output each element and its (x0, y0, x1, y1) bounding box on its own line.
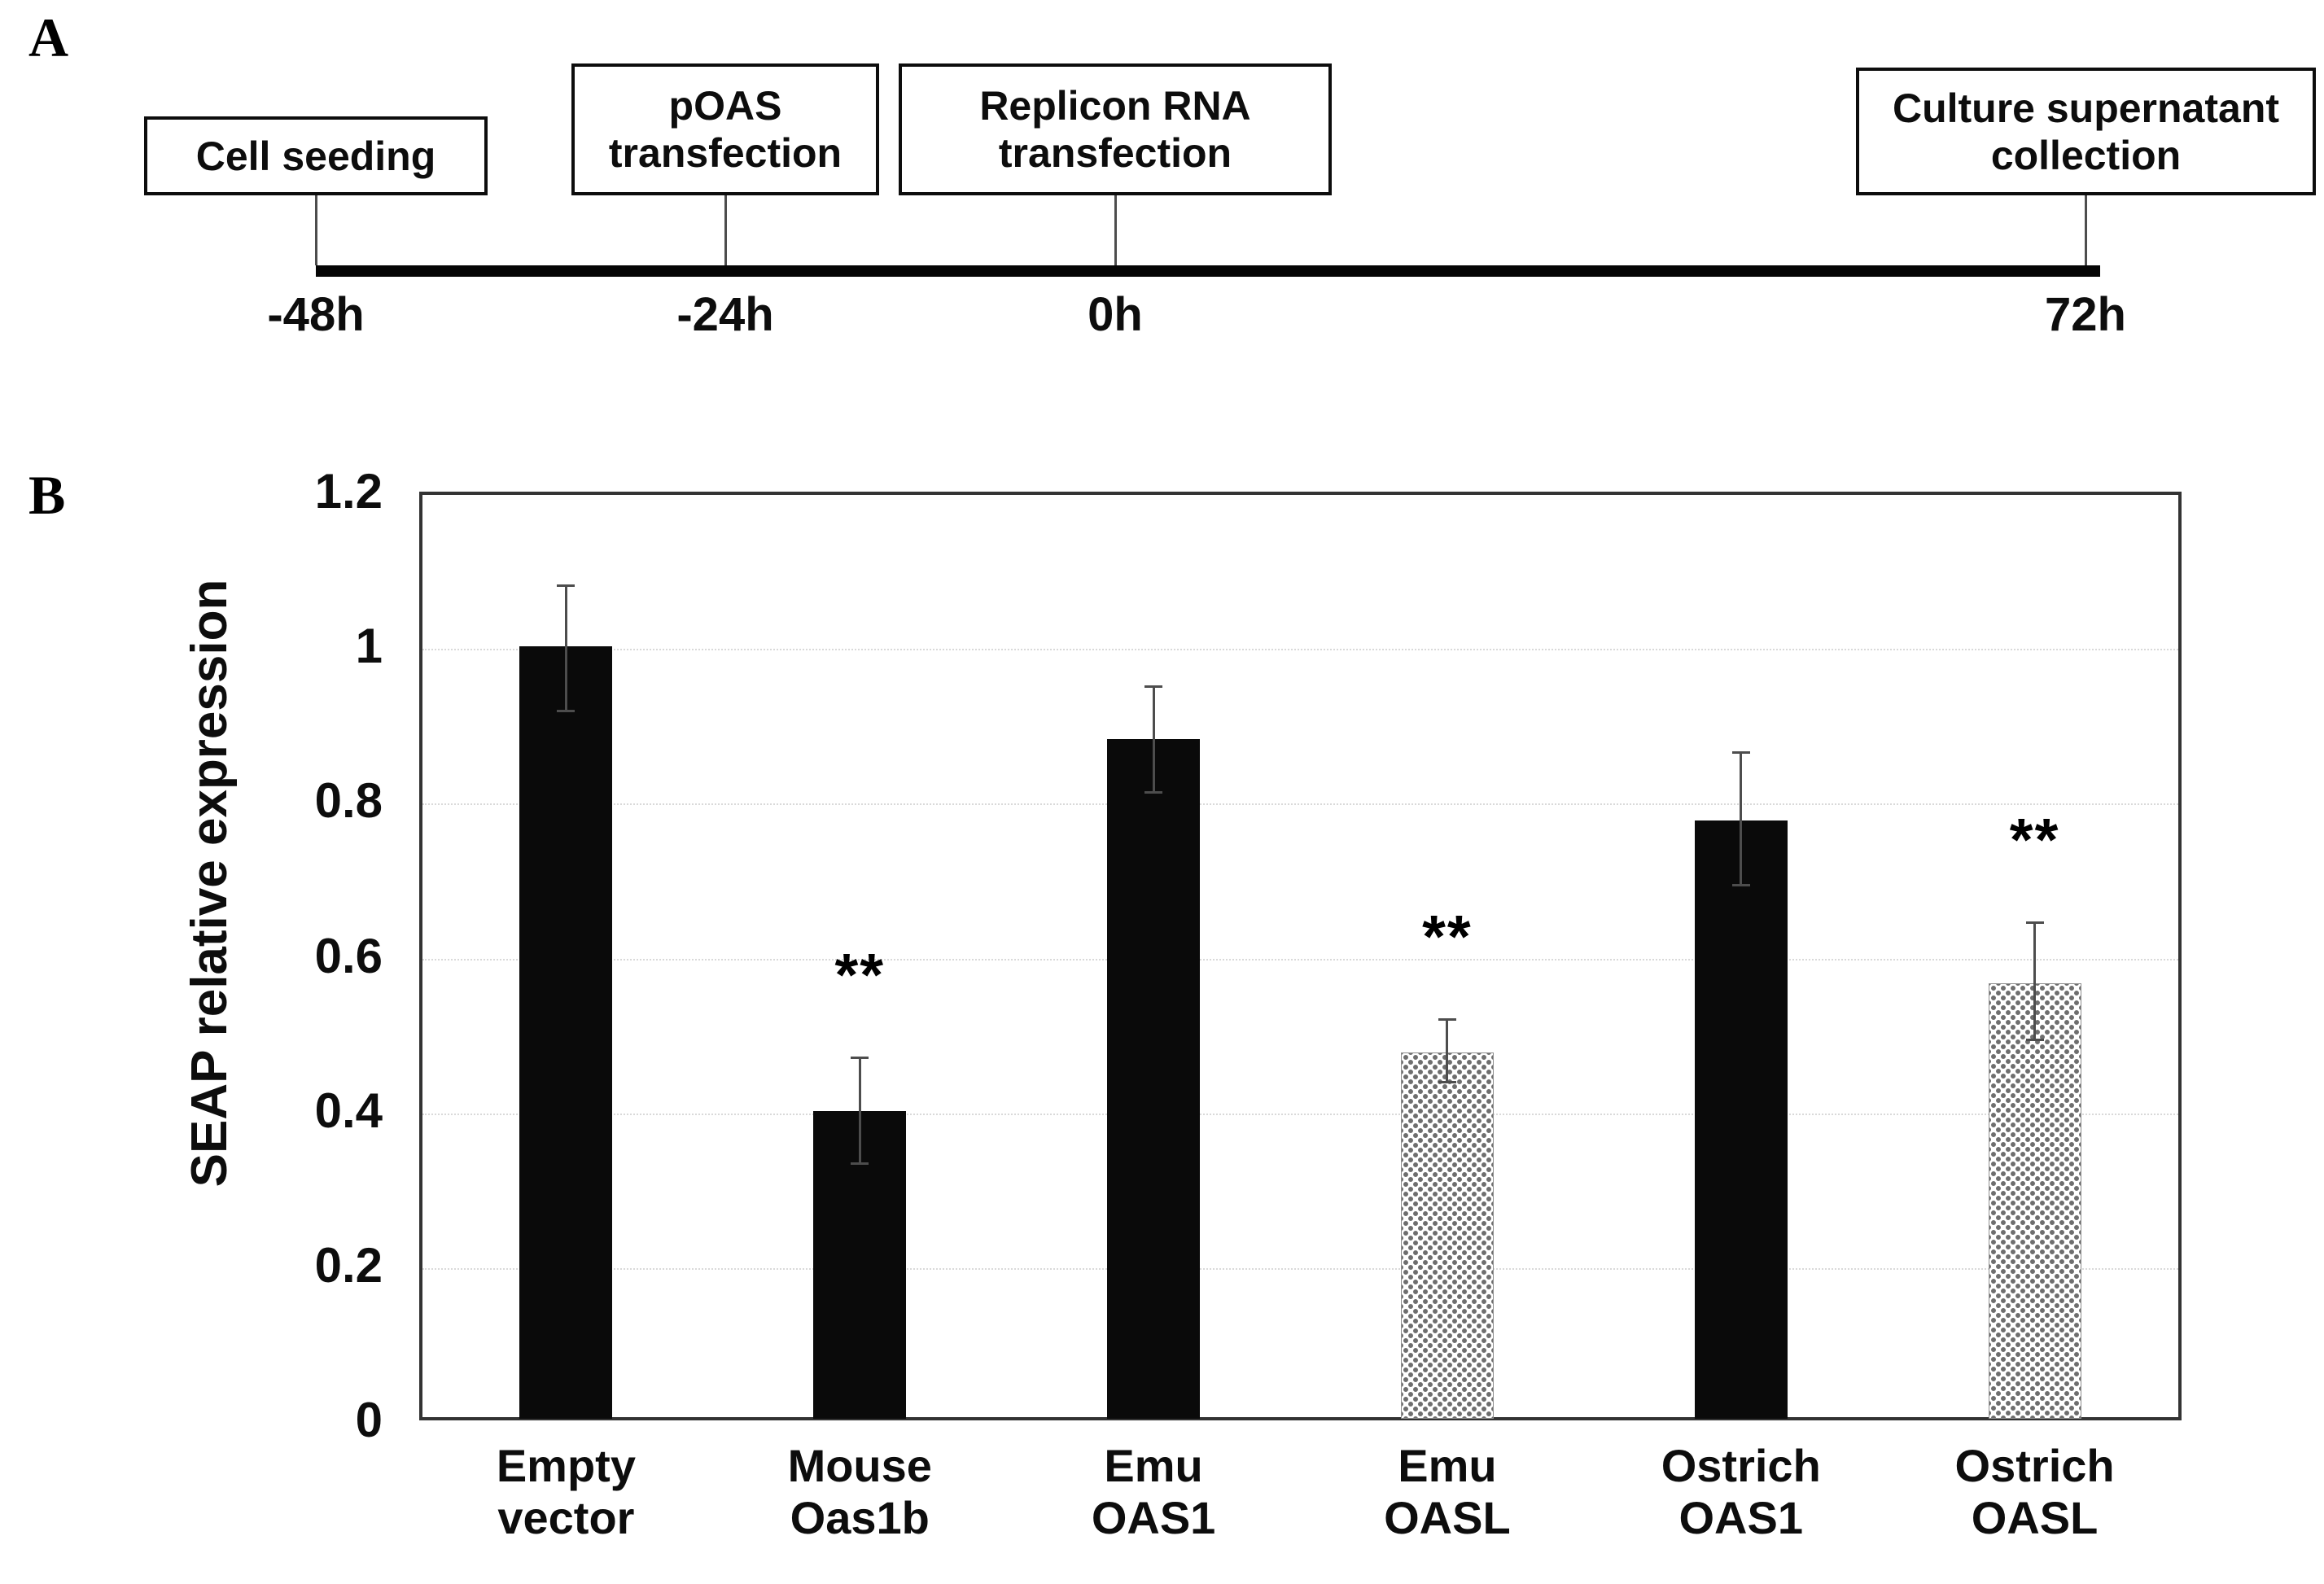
category-label-ostrich-oasl: Ostrich OASL (1954, 1440, 2115, 1543)
error-cap-bottom-ostrich-oasl (2025, 1039, 2044, 1042)
category-label-emu-oasl: Emu OASL (1384, 1440, 1511, 1543)
timeline-stem-cell-seeding (315, 195, 317, 265)
error-bar-mouse-oas1b (858, 1057, 861, 1166)
bar-ostrich-oas1 (1694, 820, 1788, 1419)
y-tick-label-3: 0.6 (314, 928, 383, 983)
bar-ostrich-oasl (1988, 982, 2081, 1419)
error-cap-top-emu-oas1 (1144, 685, 1163, 688)
panel-a-label: A (28, 7, 69, 68)
gridline-0.2 (422, 1267, 2178, 1270)
timeline-stem-replicon-rna-transfection (1114, 195, 1117, 265)
bar-emu-oas1 (1107, 739, 1201, 1419)
category-label-emu-oas1: Emu OAS1 (1091, 1440, 1216, 1543)
error-bar-emu-oas1 (1152, 685, 1155, 794)
error-bar-emu-oasl (1446, 1017, 1449, 1084)
time-label-2: 0h (1088, 288, 1143, 341)
bar-empty-vector (519, 646, 613, 1419)
y-tick-label-2: 0.4 (314, 1083, 383, 1138)
event-box-label: Cell seeding (195, 133, 436, 179)
significance-marker-ostrich-oasl: ** (2009, 805, 2060, 873)
error-cap-bottom-emu-oas1 (1144, 790, 1163, 794)
significance-marker-emu-oasl: ** (1422, 902, 1473, 970)
y-tick-label-1: 0.2 (314, 1237, 383, 1293)
timeline-stem-culture-supernatant-collection (2085, 195, 2087, 265)
event-box-culture-supernatant-collection: Culture supernatant collection (1856, 68, 2316, 195)
significance-marker-mouse-oas1b: ** (834, 941, 886, 1009)
category-label-ostrich-oas1: Ostrich OAS1 (1661, 1440, 1821, 1543)
error-bar-ostrich-oas1 (1740, 750, 1743, 886)
gridline-0.4 (422, 1113, 2178, 1115)
time-label-3: 72h (2045, 288, 2126, 341)
error-cap-top-empty-vector (557, 584, 576, 588)
category-label-mouse-oas1b: Mouse Oas1b (787, 1440, 932, 1543)
event-box-poas-transfection: pOAS transfection (571, 63, 879, 195)
error-bar-empty-vector (564, 584, 567, 712)
time-label-0: -48h (267, 288, 365, 341)
event-box-replicon-rna-transfection: Replicon RNA transfection (899, 63, 1332, 195)
error-cap-bottom-empty-vector (557, 709, 576, 712)
timeline-bar (316, 265, 2100, 277)
error-cap-bottom-mouse-oas1b (851, 1162, 869, 1166)
event-box-label: Replicon RNA transfection (979, 83, 1251, 176)
error-bar-ostrich-oasl (2033, 921, 2037, 1042)
event-box-label: Culture supernatant collection (1892, 85, 2280, 178)
error-cap-top-emu-oasl (1438, 1017, 1456, 1021)
gridline-0.8 (422, 803, 2178, 806)
event-box-cell-seeding: Cell seeding (144, 116, 488, 195)
category-label-empty-vector: Empty vector (496, 1440, 636, 1543)
y-tick-label-5: 1 (355, 619, 383, 674)
y-tick-label-4: 0.8 (314, 773, 383, 829)
panel-b-label: B (28, 464, 66, 526)
timeline-stem-poas-transfection (724, 195, 727, 265)
gridline-0.6 (422, 958, 2178, 960)
error-cap-bottom-emu-oasl (1438, 1081, 1456, 1084)
y-tick-label-6: 1.2 (314, 464, 383, 519)
error-cap-bottom-ostrich-oas1 (1731, 883, 1750, 886)
time-label-1: -24h (676, 288, 774, 341)
bar-emu-oasl (1400, 1052, 1494, 1419)
event-box-label: pOAS transfection (608, 83, 843, 176)
error-cap-top-ostrich-oasl (2025, 921, 2044, 924)
error-cap-top-ostrich-oas1 (1731, 750, 1750, 754)
plot-area (419, 492, 2182, 1420)
y-tick-label-0: 0 (355, 1393, 383, 1447)
error-cap-top-mouse-oas1b (851, 1057, 869, 1060)
gridline-1 (422, 649, 2178, 651)
